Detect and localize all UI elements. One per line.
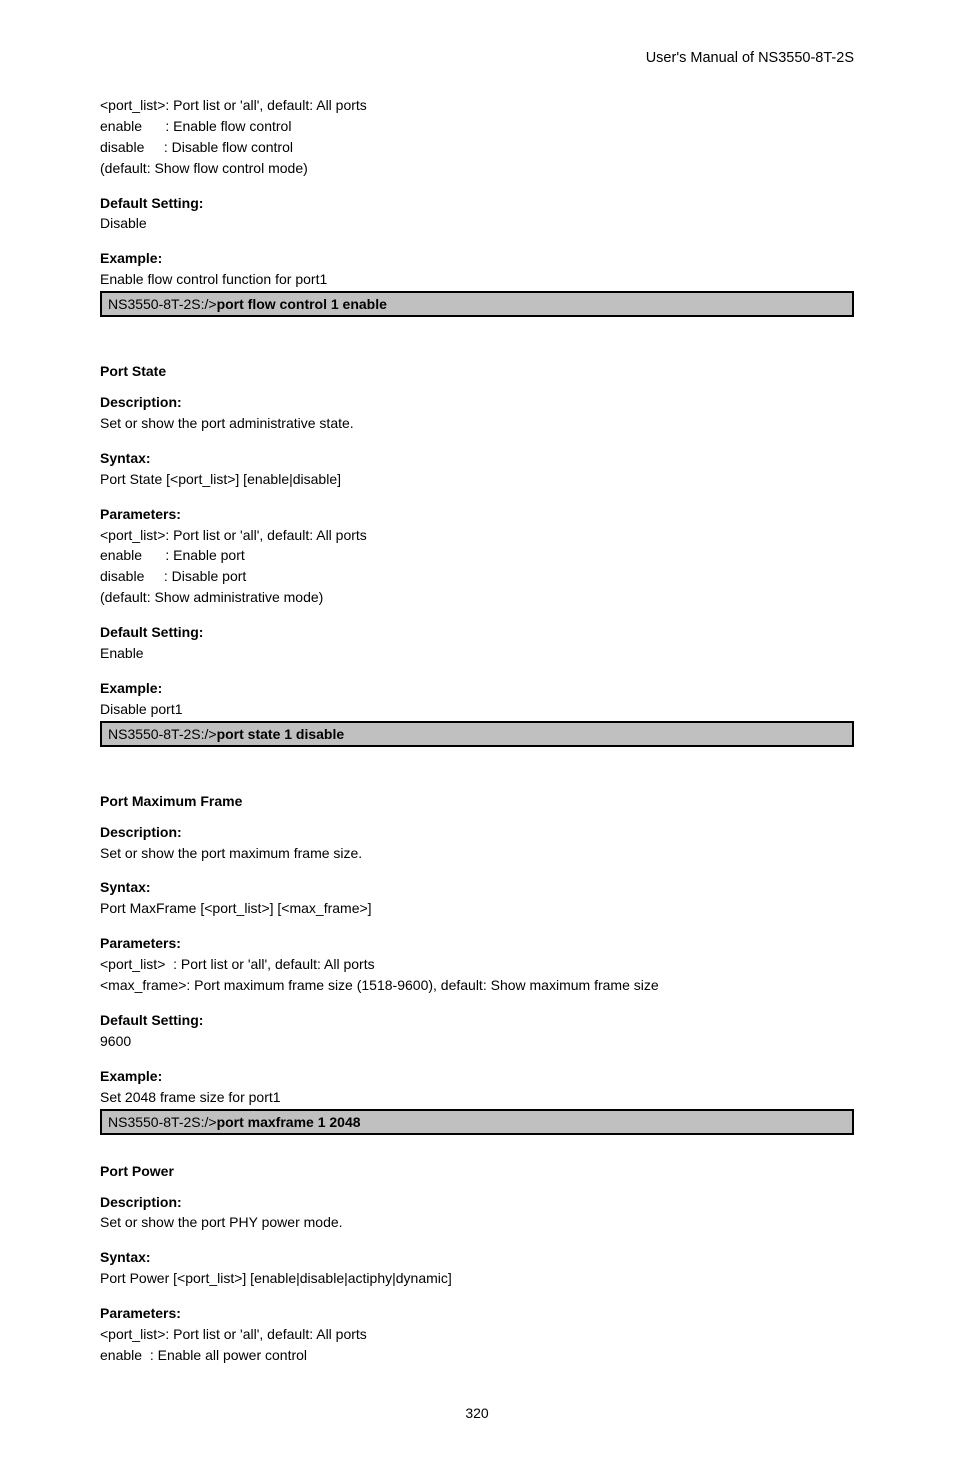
- state-param-enable: enable : Enable port: [100, 546, 854, 565]
- maxframe-cmd-prefix: NS3550-8T-2S:/>: [108, 1114, 217, 1130]
- power-param-portlist: <port_list>: Port list or 'all', default…: [100, 1325, 854, 1344]
- power-desc-text: Set or show the port PHY power mode.: [100, 1213, 854, 1232]
- header-manual-title: User's Manual of NS3550-8T-2S: [100, 50, 854, 66]
- maxframe-syntax-text: Port MaxFrame [<port_list>] [<max_frame>…: [100, 899, 854, 918]
- maxframe-param-maxframe: <max_frame>: Port maximum frame size (15…: [100, 976, 854, 995]
- flow-param-enable: enable : Enable flow control: [100, 117, 854, 136]
- maxframe-example-label: Example:: [100, 1067, 854, 1086]
- state-cmd-prefix: NS3550-8T-2S:/>: [108, 726, 217, 742]
- state-desc-label: Description:: [100, 393, 854, 412]
- maxframe-example-text: Set 2048 frame size for port1: [100, 1088, 854, 1107]
- page-number: 320: [100, 1405, 854, 1421]
- maxframe-default-label: Default Setting:: [100, 1011, 854, 1030]
- flow-example-text: Enable flow control function for port1: [100, 270, 854, 289]
- state-command-box: NS3550-8T-2S:/>port state 1 disable: [100, 721, 854, 747]
- state-default-note: (default: Show administrative mode): [100, 588, 854, 607]
- state-title: Port State: [100, 363, 854, 379]
- power-param-enable: enable : Enable all power control: [100, 1346, 854, 1365]
- state-example-label: Example:: [100, 679, 854, 698]
- state-params-label: Parameters:: [100, 505, 854, 524]
- flow-cmd-prefix: NS3550-8T-2S:/>: [108, 296, 217, 312]
- power-title: Port Power: [100, 1163, 854, 1179]
- state-cmd-value: port state 1 disable: [217, 726, 345, 742]
- state-default-label: Default Setting:: [100, 623, 854, 642]
- power-desc-label: Description:: [100, 1193, 854, 1212]
- flow-param-disable: disable : Disable flow control: [100, 138, 854, 157]
- flow-cmd-value: port flow control 1 enable: [217, 296, 387, 312]
- flow-param-portlist: <port_list>: Port list or 'all', default…: [100, 96, 854, 115]
- state-param-disable: disable : Disable port: [100, 567, 854, 586]
- flow-default-label: Default Setting:: [100, 194, 854, 213]
- state-param-portlist: <port_list>: Port list or 'all', default…: [100, 526, 854, 545]
- maxframe-command-box: NS3550-8T-2S:/>port maxframe 1 2048: [100, 1109, 854, 1135]
- maxframe-param-portlist: <port_list> : Port list or 'all', defaul…: [100, 955, 854, 974]
- flow-default-value: Disable: [100, 214, 854, 233]
- maxframe-desc-text: Set or show the port maximum frame size.: [100, 844, 854, 863]
- state-example-text: Disable port1: [100, 700, 854, 719]
- maxframe-syntax-label: Syntax:: [100, 878, 854, 897]
- page-container: User's Manual of NS3550-8T-2S <port_list…: [0, 0, 954, 1461]
- state-default-value: Enable: [100, 644, 854, 663]
- power-params-label: Parameters:: [100, 1304, 854, 1323]
- flow-command-box: NS3550-8T-2S:/>port flow control 1 enabl…: [100, 291, 854, 317]
- maxframe-params-label: Parameters:: [100, 934, 854, 953]
- flow-default-note: (default: Show flow control mode): [100, 159, 854, 178]
- maxframe-desc-label: Description:: [100, 823, 854, 842]
- state-desc-text: Set or show the port administrative stat…: [100, 414, 854, 433]
- state-syntax-text: Port State [<port_list>] [enable|disable…: [100, 470, 854, 489]
- maxframe-default-value: 9600: [100, 1032, 854, 1051]
- flow-example-label: Example:: [100, 249, 854, 268]
- maxframe-title: Port Maximum Frame: [100, 793, 854, 809]
- power-syntax-label: Syntax:: [100, 1248, 854, 1267]
- power-syntax-text: Port Power [<port_list>] [enable|disable…: [100, 1269, 854, 1288]
- maxframe-cmd-value: port maxframe 1 2048: [217, 1114, 361, 1130]
- state-syntax-label: Syntax:: [100, 449, 854, 468]
